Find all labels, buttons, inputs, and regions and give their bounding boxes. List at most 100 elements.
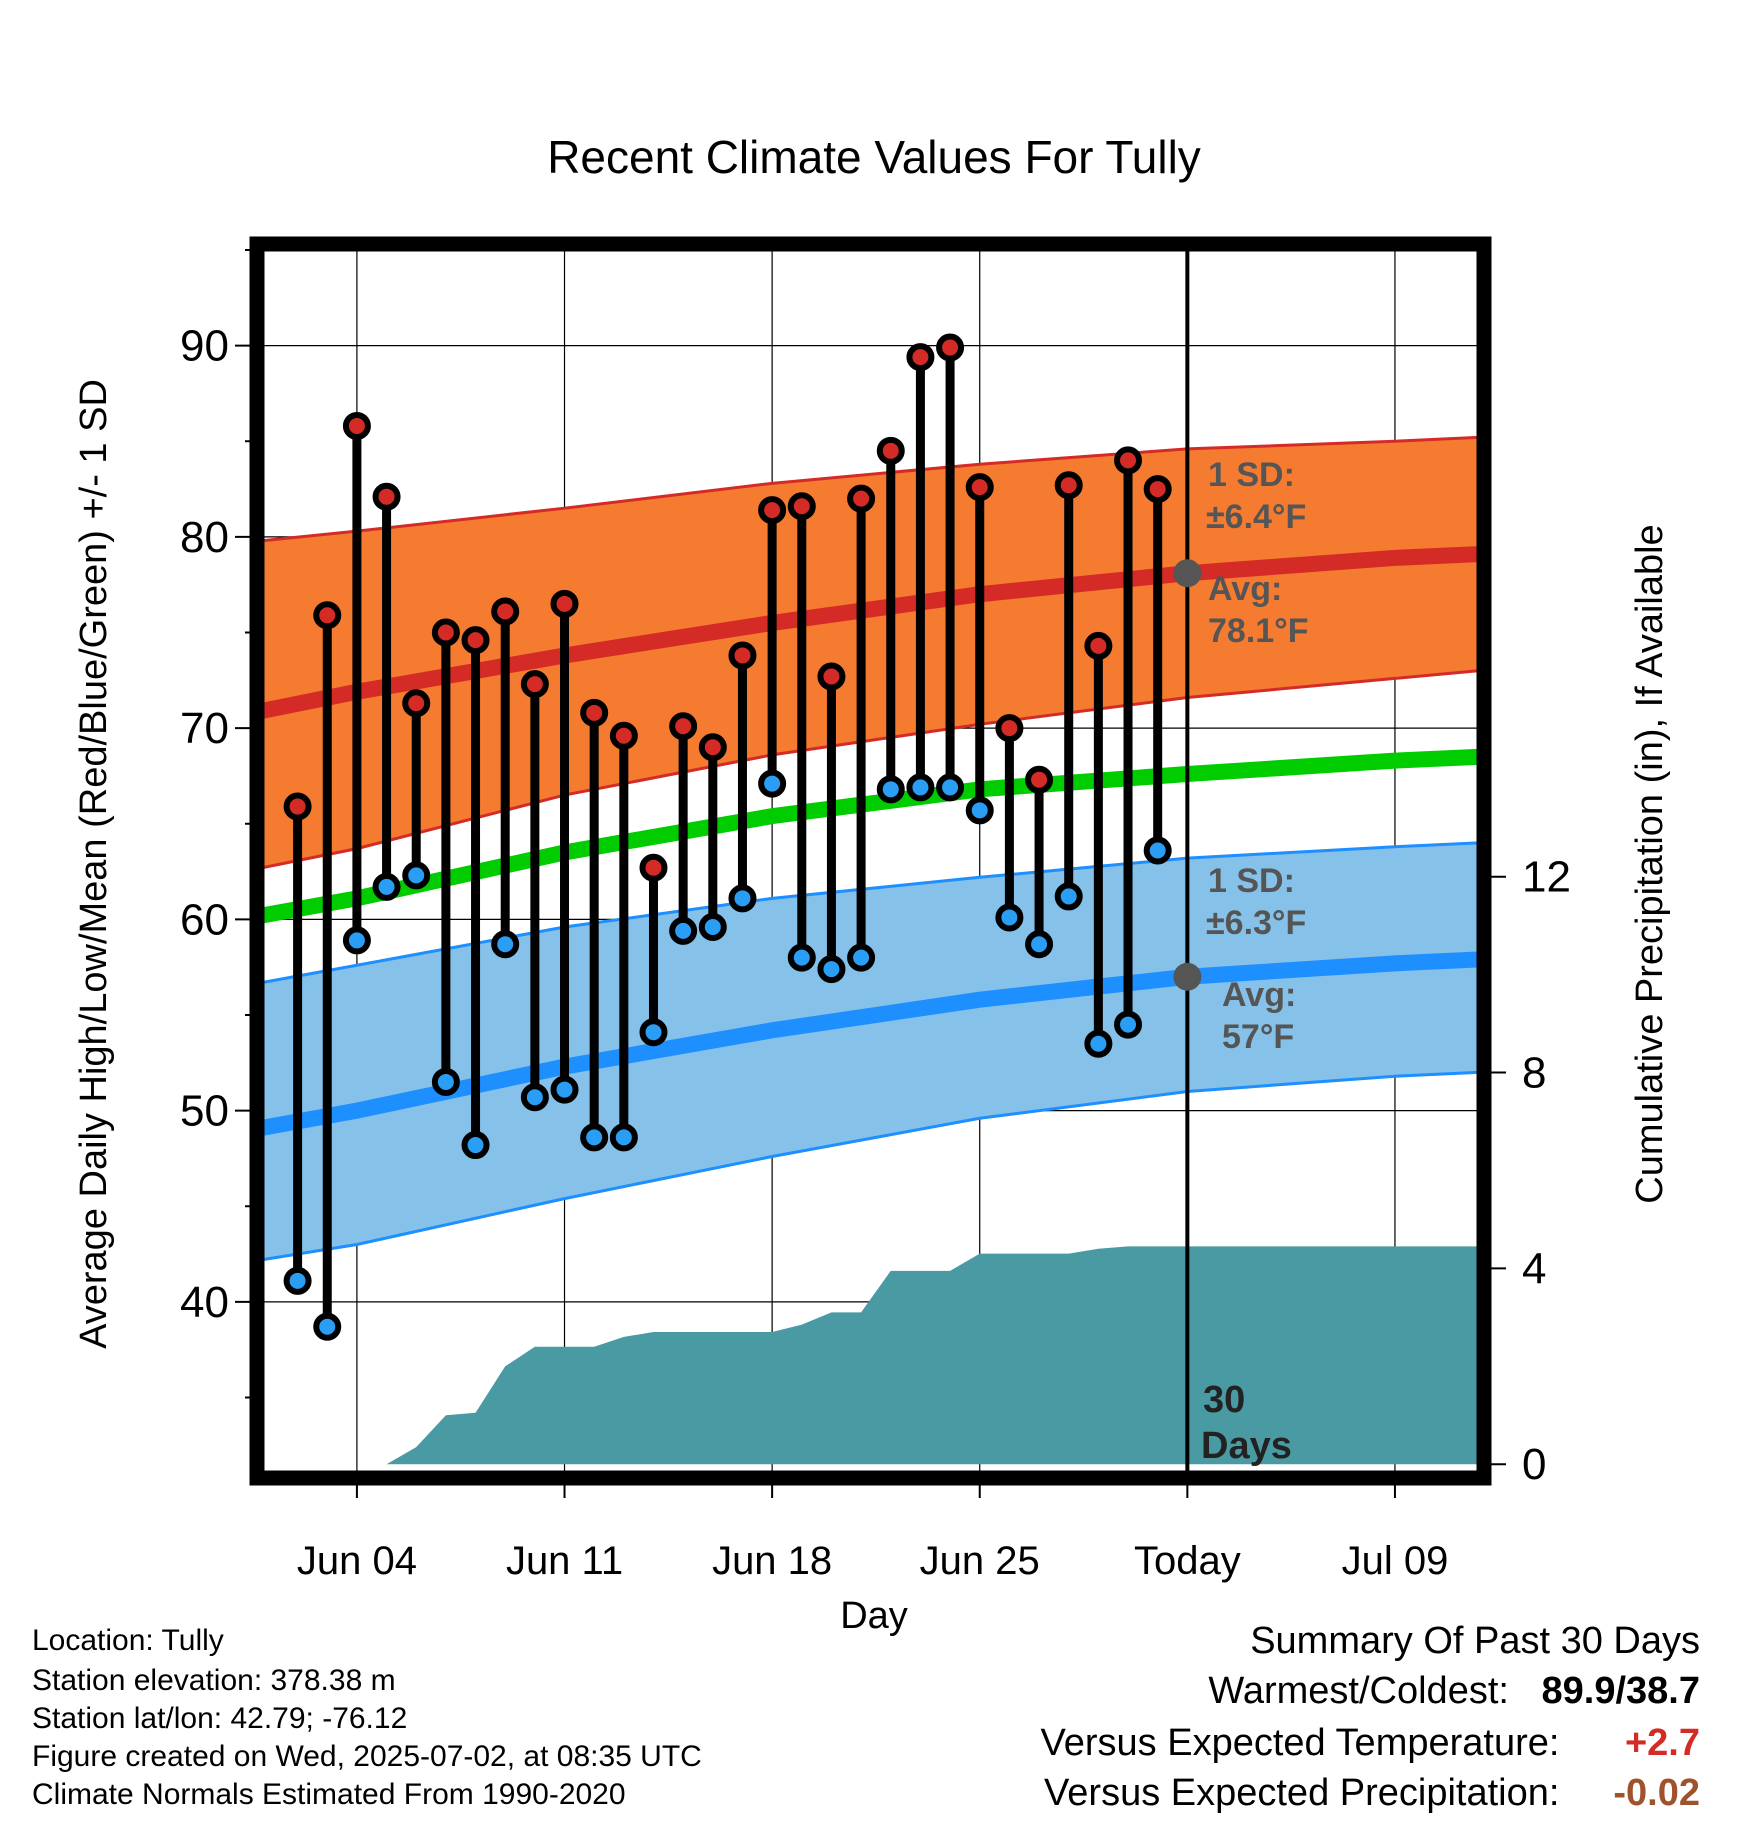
low-normal-line: [262, 951, 1478, 1136]
daily-low-point: [906, 773, 935, 802]
summary-warmest-label: Warmest/Coldest:: [1208, 1670, 1509, 1712]
daily-low-point: [609, 1123, 638, 1152]
daily-high-point: [402, 689, 431, 718]
summary-precip-row: Versus Expected Precipitation: -0.02: [1044, 1772, 1700, 1815]
daily-low-point: [847, 943, 876, 972]
daily-high-point: [550, 589, 579, 618]
daily-low-point: [431, 1067, 460, 1096]
today-low-avg-marker: [1173, 962, 1202, 991]
daily-high-point: [787, 492, 816, 521]
daily-low-point: [1025, 930, 1054, 959]
summary-temp-row: Versus Expected Temperature: +2.7: [1041, 1722, 1700, 1765]
daily-low-point: [787, 943, 816, 972]
precip-area: [262, 1246, 1478, 1465]
x-tick-label: Today: [1134, 1539, 1241, 1583]
daily-high-point: [817, 662, 846, 691]
daily-low-point: [936, 773, 965, 802]
daily-low-point: [520, 1083, 549, 1112]
daily-low-point: [1084, 1029, 1113, 1058]
info-location: Location: Tully: [32, 1624, 224, 1657]
daily-high-point: [728, 641, 757, 670]
daily-high-point: [520, 670, 549, 699]
high-sd-label: 1 SD:: [1208, 456, 1295, 494]
x-tick-label: Jul 09: [1342, 1539, 1449, 1583]
summary-temp-label: Versus Expected Temperature:: [1040, 1722, 1560, 1764]
daily-low-point: [876, 775, 905, 804]
y2-axis-label: Cumulative Precipitation (in), If Availa…: [1629, 524, 1671, 1203]
x-tick-label: Jun 18: [712, 1539, 832, 1583]
daily-high-point: [342, 411, 371, 440]
daily-low-point: [402, 861, 431, 890]
daily-high-point: [639, 853, 668, 882]
daily-low-point: [342, 926, 371, 955]
daily-low-point: [1054, 882, 1083, 911]
daily-low-point: [313, 1312, 342, 1341]
daily-high-point: [995, 714, 1024, 743]
daily-high-point: [491, 597, 520, 626]
daily-high-point: [669, 712, 698, 741]
high-sd-upper-line: [262, 435, 1478, 543]
x-tick-label: Jun 25: [920, 1539, 1040, 1583]
daily-low-point: [758, 769, 787, 798]
daily-high-point: [758, 496, 787, 525]
daily-high-point: [1143, 475, 1172, 504]
y-tick-label: 60: [180, 895, 229, 944]
daily-high-point: [965, 473, 994, 502]
daily-high-point: [372, 482, 401, 511]
today-window-unit: Days: [1201, 1425, 1292, 1467]
daily-low-point: [461, 1131, 490, 1160]
low-sd-lower-line: [262, 1070, 1478, 1262]
daily-high-point: [580, 698, 609, 727]
daily-high-point: [698, 733, 727, 762]
y2-tick-label: 0: [1522, 1440, 1546, 1489]
high-sd-lower-line: [262, 669, 1478, 870]
y-tick-label: 80: [180, 513, 229, 562]
summary-temp-value: +2.7: [1624, 1722, 1700, 1764]
daily-high-point: [876, 436, 905, 465]
daily-low-point: [1114, 1010, 1143, 1039]
daily-high-point: [431, 618, 460, 647]
x-tick-label: Jun 04: [297, 1539, 417, 1583]
low-sd-value: ±6.3°F: [1206, 904, 1306, 942]
daily-high-point: [906, 343, 935, 372]
y2-tick-label: 4: [1522, 1244, 1546, 1293]
daily-low-point: [995, 903, 1024, 932]
summary-precip-value: -0.02: [1613, 1772, 1700, 1814]
y-tick-label: 70: [180, 704, 229, 753]
daily-low-point: [1143, 836, 1172, 865]
daily-high-point: [609, 721, 638, 750]
daily-low-point: [550, 1075, 579, 1104]
y-tick-label: 90: [180, 322, 229, 371]
daily-low-point: [817, 955, 846, 984]
x-axis-label: Day: [840, 1595, 908, 1637]
high-avg-value: 78.1°F: [1208, 612, 1309, 650]
y-tick-label: 50: [180, 1087, 229, 1136]
plot-area: 1 SD: ±6.4°F Avg: 78.1°F 1 SD: ±6.3°F Avg: 57°F…: [180, 236, 1571, 1583]
y-tick-label: 40: [180, 1278, 229, 1327]
y2-tick-label: 8: [1522, 1049, 1546, 1098]
daily-high-point: [1084, 631, 1113, 660]
x-tick-label: Jun 11: [506, 1539, 623, 1583]
high-normal-line: [262, 546, 1478, 719]
daily-low-point: [491, 930, 520, 959]
low-avg-label: Avg:: [1222, 976, 1296, 1014]
high-avg-label: Avg:: [1208, 570, 1282, 608]
y2-tick-label: 12: [1522, 853, 1571, 902]
today-high-avg-marker: [1173, 559, 1202, 588]
daily-high-point: [1025, 765, 1054, 794]
daily-low-point: [728, 884, 757, 913]
daily-high-point: [313, 601, 342, 630]
daily-low-point: [698, 913, 727, 942]
plot-frame: [249, 236, 1492, 1486]
daily-high-point: [461, 626, 490, 655]
daily-high-point: [283, 792, 312, 821]
summary-precip-label: Versus Expected Precipitation:: [1044, 1772, 1560, 1814]
summary-title: Summary Of Past 30 Days: [1250, 1620, 1700, 1662]
daily-high-point: [847, 484, 876, 513]
daily-low-point: [669, 916, 698, 945]
daily-low-point: [639, 1018, 668, 1047]
daily-high-point: [1054, 471, 1083, 500]
daily-low-point: [372, 872, 401, 901]
low-sd-upper-line: [262, 841, 1478, 984]
today-window-number: 30: [1203, 1379, 1245, 1421]
